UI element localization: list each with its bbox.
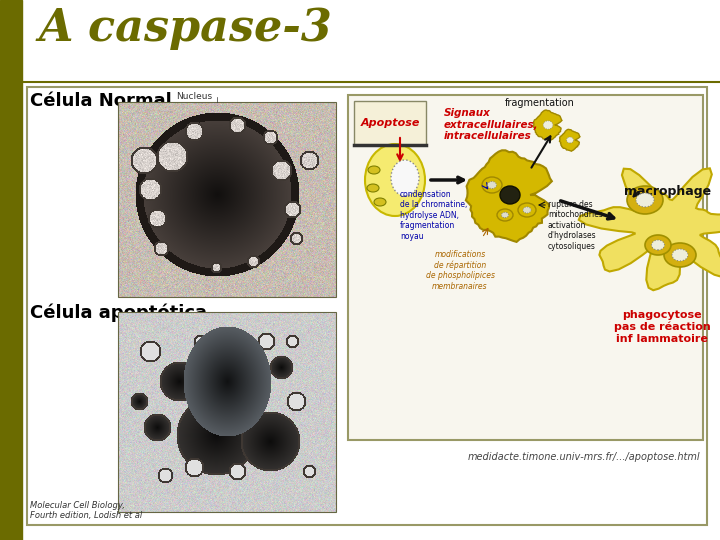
Ellipse shape [497, 209, 513, 221]
Ellipse shape [636, 193, 654, 207]
Ellipse shape [543, 121, 553, 129]
Text: condensation
de la chromatine,
hydrolyse ADN,
fragmentation
noyau: condensation de la chromatine, hydrolyse… [400, 190, 467, 241]
Ellipse shape [652, 240, 665, 250]
Text: Signaux
extracellulaires,
intracellulaires: Signaux extracellulaires, intracellulair… [444, 108, 539, 141]
Text: A caspase-3: A caspase-3 [38, 7, 332, 50]
Ellipse shape [567, 137, 574, 143]
Ellipse shape [645, 235, 671, 255]
Bar [0, 0, 22, 540]
Ellipse shape [482, 177, 502, 193]
Text: rupture des
mitochondries
activation
d'hydrolases
cytosoliques: rupture des mitochondries activation d'h… [548, 200, 603, 251]
Polygon shape [559, 130, 580, 151]
Polygon shape [579, 168, 720, 290]
Text: phagocytose
pas de réaction
inf lammatoire: phagocytose pas de réaction inf lammatoi… [613, 310, 711, 344]
Ellipse shape [664, 243, 696, 267]
Text: modifications
de répartition
de phospholipices
membranaires: modifications de répartition de phosphol… [426, 250, 495, 291]
Text: medidacte.timone.univ-mrs.fr/.../apoptose.html: medidacte.timone.univ-mrs.fr/.../apoptos… [467, 452, 700, 462]
Bar [348, 95, 703, 440]
Ellipse shape [500, 186, 520, 204]
Ellipse shape [523, 207, 531, 213]
Text: Célula apoptótica: Célula apoptótica [30, 303, 207, 321]
Text: Molecular Cell Biology,
Fourth edition, Lodish et al: Molecular Cell Biology, Fourth edition, … [30, 501, 143, 520]
Ellipse shape [391, 160, 419, 196]
Bar [118, 312, 336, 512]
Polygon shape [534, 110, 562, 140]
Text: fragmentation: fragmentation [505, 98, 575, 108]
Bar [354, 101, 426, 145]
Ellipse shape [627, 186, 663, 214]
Ellipse shape [367, 184, 379, 192]
Bar [27, 87, 707, 525]
Ellipse shape [374, 198, 386, 206]
Text: Célula Normal: Célula Normal [30, 92, 172, 110]
Polygon shape [466, 150, 552, 242]
Ellipse shape [365, 144, 425, 216]
Ellipse shape [487, 181, 497, 188]
Text: Apoptose: Apoptose [360, 118, 420, 128]
Text: Nucleus: Nucleus [176, 92, 212, 101]
Text: macrophage: macrophage [624, 185, 711, 198]
Ellipse shape [672, 249, 688, 261]
Ellipse shape [518, 203, 536, 217]
Bar [118, 102, 336, 297]
Ellipse shape [368, 166, 380, 174]
Ellipse shape [501, 212, 508, 218]
